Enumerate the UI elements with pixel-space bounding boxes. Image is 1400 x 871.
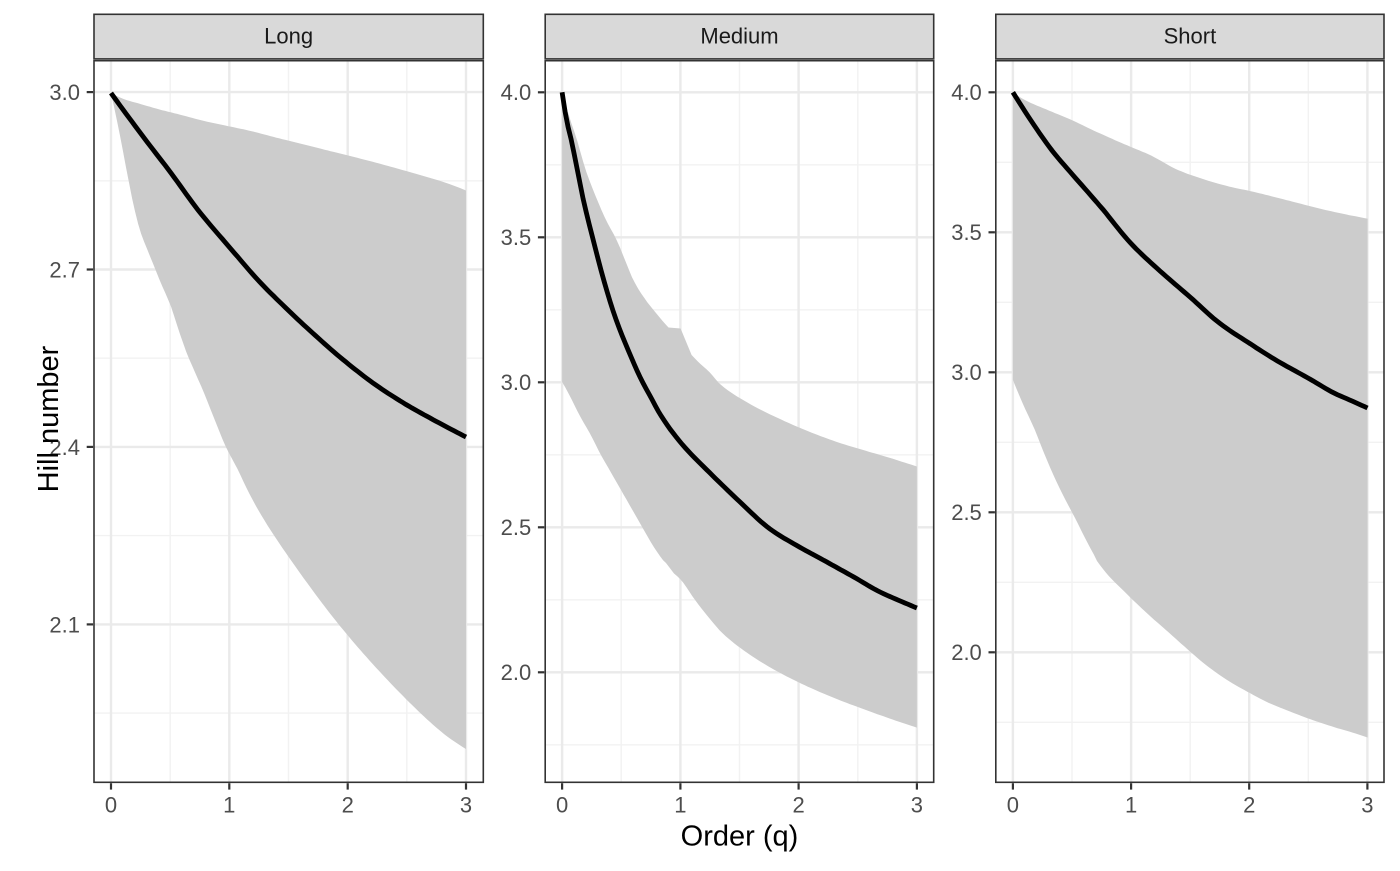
svg-text:2: 2	[1243, 793, 1255, 818]
svg-text:0: 0	[105, 793, 117, 818]
svg-text:2.5: 2.5	[501, 515, 532, 540]
svg-text:3: 3	[911, 793, 923, 818]
svg-text:Short: Short	[1164, 24, 1217, 49]
svg-text:3.0: 3.0	[951, 360, 982, 385]
svg-text:3.0: 3.0	[501, 370, 532, 395]
svg-text:2.0: 2.0	[501, 660, 532, 685]
svg-text:1: 1	[223, 793, 235, 818]
svg-text:2.1: 2.1	[49, 612, 80, 637]
svg-text:3.5: 3.5	[501, 225, 532, 250]
svg-text:4.0: 4.0	[951, 80, 982, 105]
svg-text:2.4: 2.4	[49, 435, 80, 460]
svg-text:3.0: 3.0	[49, 80, 80, 105]
svg-text:Medium: Medium	[700, 24, 778, 49]
svg-text:1: 1	[1125, 793, 1137, 818]
svg-text:2: 2	[342, 793, 354, 818]
svg-text:0: 0	[556, 793, 568, 818]
svg-text:0: 0	[1007, 793, 1019, 818]
svg-text:3.5: 3.5	[951, 220, 982, 245]
svg-text:Long: Long	[264, 24, 313, 49]
svg-text:1: 1	[674, 793, 686, 818]
svg-text:2.7: 2.7	[49, 257, 80, 282]
svg-text:Hill number: Hill number	[33, 345, 65, 492]
svg-text:4.0: 4.0	[501, 80, 532, 105]
svg-text:2: 2	[792, 793, 804, 818]
svg-text:Order (q): Order (q)	[681, 821, 799, 853]
svg-text:2.5: 2.5	[951, 500, 982, 525]
svg-text:3: 3	[1361, 793, 1373, 818]
svg-text:3: 3	[460, 793, 472, 818]
svg-text:2.0: 2.0	[951, 640, 982, 665]
